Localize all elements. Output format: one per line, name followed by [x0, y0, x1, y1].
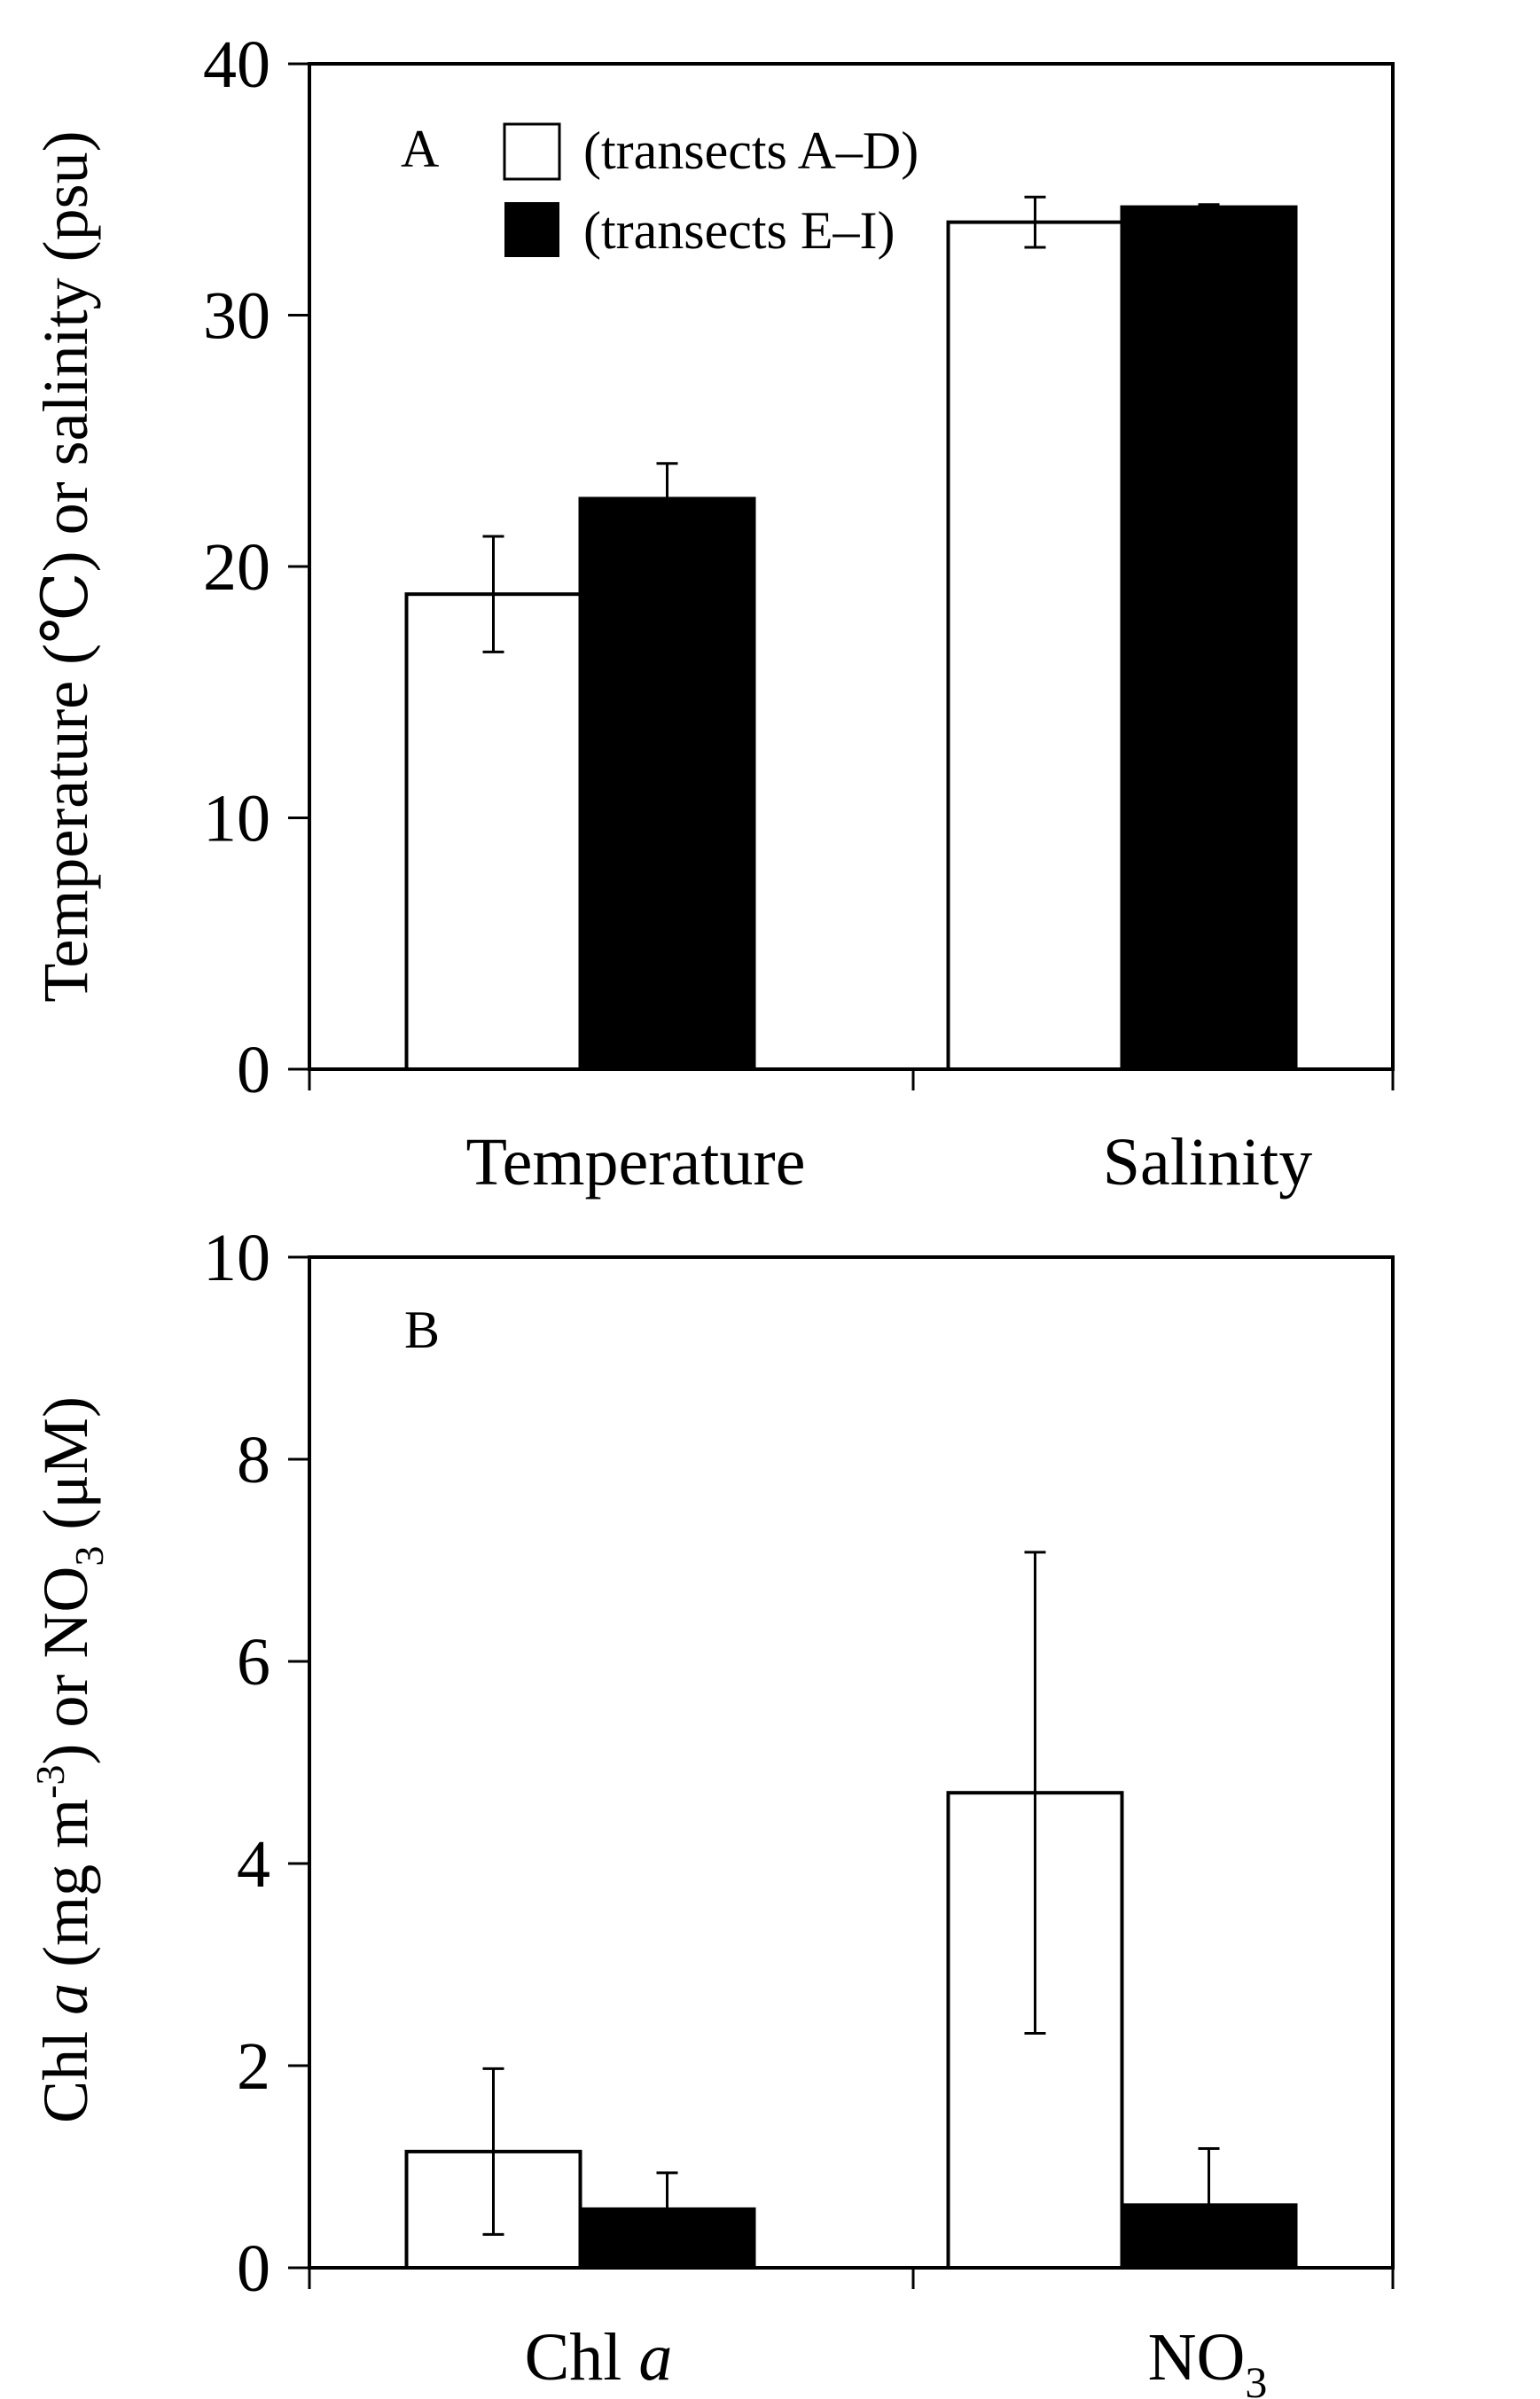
panel-b-y-tick-labels: 0 2 4 6 8 10 — [203, 1221, 270, 2306]
panel-a-y-tick-label: 0 — [237, 1033, 270, 1107]
legend-label-transects-e-i: (transects E–I) — [583, 201, 895, 260]
panel-b-category-chl-a-italic: a — [638, 2320, 672, 2395]
panel-b-category-chl-a-main: Chl — [525, 2320, 639, 2395]
panel-b-y-title-part1: Chl — [30, 2015, 101, 2123]
panel-a-bar-series1-cat2 — [946, 220, 1124, 1072]
panel-b-y-tick-label: 10 — [203, 1221, 270, 1295]
panel-b-bars — [404, 1791, 1298, 2270]
panel-a-bar-series2-cat2 — [1120, 205, 1298, 1072]
panel-b-y-title-italic: a — [30, 1983, 101, 2015]
panel-a-letter: A — [401, 120, 439, 178]
panel-b-y-ticks — [288, 1255, 309, 2270]
panel-b-y-title-part4: (μM) — [30, 1396, 101, 1546]
panel-a-y-ticks — [288, 62, 309, 1071]
panel-b-error-bars — [482, 1551, 1220, 2263]
panel-b-y-tick-label: 4 — [237, 1827, 270, 1902]
legend-swatch-transects-a-d — [503, 122, 561, 181]
panel-b-plot-frame — [308, 1255, 1395, 2270]
panel-b-y-tick-label: 6 — [237, 1625, 270, 1700]
panel-b-category-no3-sub: 3 — [1245, 2357, 1267, 2399]
panel-a-y-tick-label: 20 — [203, 530, 270, 605]
panel-b-y-title-part3: ) or NO — [30, 1567, 101, 1765]
panel-a-plot-frame — [308, 62, 1395, 1071]
panel-a-category-salinity: Salinity — [1103, 1125, 1312, 1200]
panel-b-y-tick-label: 2 — [237, 2029, 270, 2104]
panel-a-y-tick-label: 10 — [203, 782, 270, 856]
panel-b-y-tick-label: 0 — [237, 2231, 270, 2306]
panel-a-category-temperature: Temperature — [466, 1125, 806, 1200]
panel-b-y-title-sup: -3 — [27, 1765, 73, 1799]
panel-b-category-chl-a: Chl a — [525, 2320, 673, 2395]
panel-b-category-no3: NO3 — [1148, 2320, 1268, 2399]
panel-a-chart: 0 10 20 30 40 A (transects A–D) (transects E… — [30, 27, 1395, 1200]
panel-b-y-tick-label: 8 — [237, 1423, 270, 1497]
panel-a-y-axis-title: Temperature (℃) or salinity (psu) — [30, 130, 101, 1002]
panel-b-category-no3-main: NO — [1148, 2320, 1246, 2395]
panel-b-letter: B — [404, 1301, 440, 1359]
legend-label-transects-a-d: (transects A–D) — [583, 121, 919, 180]
panel-a-bars — [404, 205, 1298, 1072]
panel-a-error-bars — [482, 195, 1220, 653]
panel-a-y-tick-labels: 0 10 20 30 40 — [203, 27, 270, 1107]
panel-b-y-title-part2: (mg m — [30, 1799, 101, 1983]
panel-a-bar-series2-cat1 — [578, 496, 756, 1071]
panel-b-y-axis-title: Chl a (mg m-3) or NO3 (μM) — [27, 1396, 112, 2123]
legend-swatch-transects-e-i — [504, 202, 559, 257]
panel-a-y-tick-label: 30 — [203, 279, 270, 354]
panel-b-y-title-sub: 3 — [66, 1546, 112, 1567]
panel-a-y-tick-label: 40 — [203, 27, 270, 102]
panel-a-bar-series1-cat1 — [404, 592, 582, 1071]
